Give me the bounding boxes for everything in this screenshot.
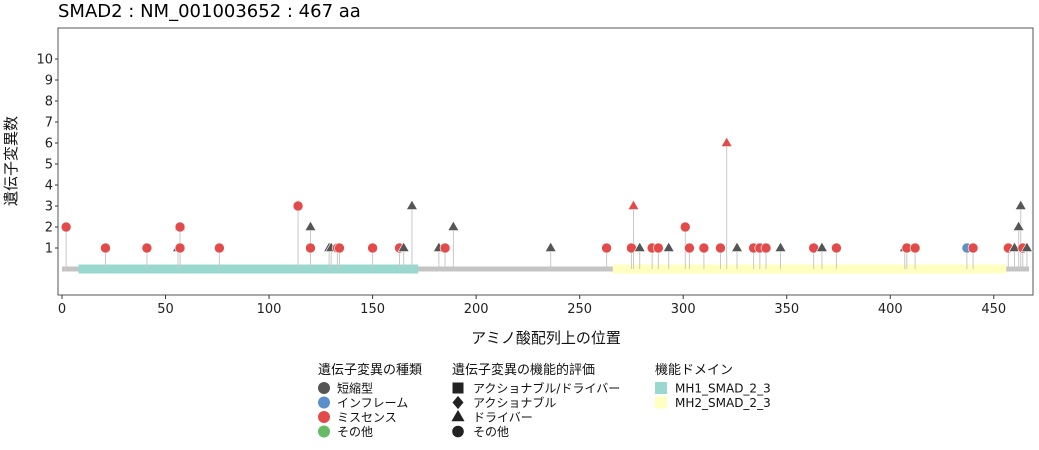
mutation-marker-missense (439, 242, 451, 254)
mutation-marker-missense (174, 242, 186, 254)
mutation-marker-missense (60, 221, 72, 233)
domain-MH2_SMAD_2_3 (612, 264, 1007, 274)
x-tick-label: 250 (567, 302, 592, 317)
legend-domain-swatch (655, 382, 667, 394)
legend-function-swatch-square (452, 382, 464, 394)
legend-domain-label: MH2_SMAD_2_3 (675, 396, 771, 410)
y-tick-label: 5 (45, 158, 53, 173)
legend-function-label: アクショナブル/ドライバー (473, 381, 620, 396)
legend-type-label: 短縮型 (337, 381, 373, 396)
mutation-marker-missense (214, 242, 225, 254)
legend-function-title: 遺伝子変異の機能的評価 (452, 362, 595, 378)
legend-domain-label: MH1_SMAD_2_3 (675, 382, 771, 396)
mutation-marker-truncating (405, 199, 418, 210)
mutation-marker-truncating (1012, 220, 1025, 231)
mutation-marker-truncating (774, 241, 787, 252)
legend-type-label: その他 (337, 425, 373, 439)
mutation-marker-missense (967, 242, 979, 254)
y-tick-label: 8 (45, 95, 53, 110)
mutation-marker-missense (601, 242, 612, 254)
legend-type-swatch (318, 396, 330, 409)
plot-panel (57, 27, 1034, 296)
legend-function-swatch-diamond (452, 395, 464, 410)
mutation-marker-truncating (662, 241, 675, 252)
x-tick-label: 450 (981, 302, 1006, 317)
y-axis-title: 遺伝子変異数 (2, 116, 20, 206)
legend-function-label: ドライバー (473, 411, 533, 425)
domain-layer (62, 264, 1029, 274)
x-axis-title: アミノ酸配列上の位置 (471, 329, 621, 347)
legend-type-label: インフレーム (337, 396, 408, 410)
legend-domain-swatch (655, 396, 667, 409)
mutation-marker-missense (720, 136, 733, 147)
mutation-marker-missense (334, 242, 345, 254)
legend-function-label: アクショナブル (473, 395, 556, 410)
mutation-marker-missense (141, 242, 153, 254)
y-tick-label: 2 (45, 221, 53, 236)
y-tick-label: 3 (45, 200, 53, 215)
x-tick-label: 350 (774, 302, 799, 317)
x-tick-label: 150 (360, 302, 385, 317)
x-tick-label: 400 (878, 302, 903, 317)
marker-layer (60, 136, 1033, 254)
domain-MH1_SMAD_2_3 (78, 264, 419, 274)
mutation-marker-missense (100, 242, 111, 254)
mutation-marker-missense (292, 200, 304, 212)
y-tick-label: 4 (45, 179, 53, 194)
protein-backbone (62, 266, 1029, 272)
mutation-marker-truncating (304, 220, 317, 231)
mutation-marker-missense (698, 242, 710, 254)
mutation-marker-truncating (1020, 241, 1033, 252)
legend-type-swatch (318, 411, 330, 423)
mutation-marker-truncating (1014, 199, 1027, 210)
stem-layer (65, 143, 1028, 269)
mutation-marker-missense (715, 242, 726, 254)
legend-function-label: その他 (473, 425, 509, 439)
mutation-marker-truncating (1008, 241, 1021, 252)
mutation-marker-missense (679, 221, 691, 233)
legend-type-label: ミスセンス (337, 411, 397, 425)
y-tick-label: 9 (45, 74, 53, 89)
y-tick-label: 7 (45, 116, 53, 131)
mutation-marker-missense (684, 242, 695, 254)
x-tick-label: 300 (671, 302, 696, 317)
mutation-marker-missense (367, 242, 378, 254)
legend-type-swatch (318, 382, 330, 394)
legend-domain-title: 機能ドメイン (655, 363, 733, 378)
x-tick-label: 100 (257, 302, 282, 317)
mutation-marker-truncating (397, 241, 410, 252)
legend-function-swatch-circle (452, 425, 464, 438)
mutation-marker-missense (760, 242, 772, 254)
mutation-marker-truncating (447, 220, 460, 231)
legend-type-title: 遺伝子変異の種類 (318, 362, 422, 378)
mutation-marker-truncating (815, 241, 828, 252)
mutation-marker-truncating (633, 241, 646, 252)
x-tick-label: 0 (58, 302, 66, 317)
x-tick-label: 200 (464, 302, 489, 317)
mutation-marker-missense (831, 242, 842, 254)
mutation-marker-missense (305, 242, 316, 254)
y-tick-label: 10 (36, 53, 53, 68)
mutation-marker-missense (627, 199, 640, 210)
x-tick-label: 50 (157, 302, 174, 317)
y-tick-label: 1 (45, 242, 53, 257)
y-tick-label: 6 (45, 137, 53, 152)
legend-function-swatch-triangle (451, 409, 465, 422)
mutation-marker-missense (174, 221, 186, 233)
mutation-marker-missense (909, 242, 921, 254)
mutation-marker-truncating (544, 241, 557, 252)
chart-title: SMAD2 : NM_001003652 : 467 aa (58, 1, 361, 22)
mutation-marker-truncating (731, 241, 744, 252)
mutation-marker-missense (653, 242, 664, 254)
legend-type-swatch (318, 425, 330, 438)
